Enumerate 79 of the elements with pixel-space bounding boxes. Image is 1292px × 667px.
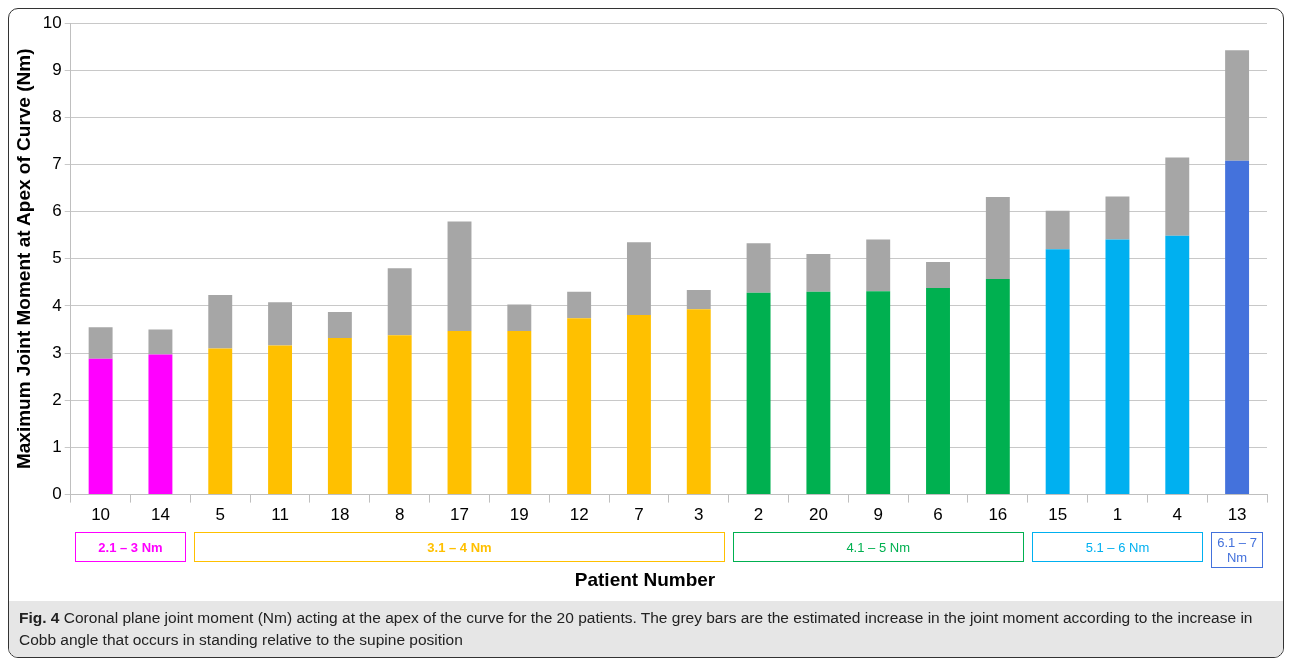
x-tick-label: 18 [330,505,350,525]
x-tick-label: 12 [569,505,589,525]
bar [387,335,412,495]
x-axis-title: Patient Number [573,569,717,591]
x-tick-label: 9 [873,505,883,525]
bar [208,295,233,349]
text: 6.1 – 7 Nm [1211,532,1263,568]
bar [88,358,113,495]
bar [327,338,352,495]
x-tick-label: 10 [91,505,111,525]
bar [507,330,532,495]
bar [1105,239,1130,495]
y-tick-label: 2 [52,389,62,409]
x-tick-label: 8 [394,505,405,525]
x-tick-label: 15 [1048,505,1068,525]
y-axis-title: Maximum Joint Moment at Apex of Curve (Nm) [12,48,34,470]
bar [746,243,771,293]
bar [985,197,1010,280]
bar [447,221,472,331]
x-tick-label: 20 [808,505,828,525]
text: 5.1 – 6 Nm [1031,532,1204,562]
bar [985,279,1010,495]
x-tick-label: 5 [215,505,225,525]
bar [1225,50,1250,161]
y-tick-label: 3 [52,342,62,362]
caption: Fig. 4 Coronal plane joint moment (Nm) acting at the apex of the curve for the 20 patients. The grey bars are the estimated increase in the joint moment according to the increase in Cobb angle that occurs in standing relative to the supine position [9,601,1283,657]
bar [746,292,771,495]
bar [507,304,532,331]
y-tick-label: 4 [52,295,62,315]
y-tick-label: 10 [42,12,62,32]
x-tick-label: 19 [509,505,529,525]
text: 3.1 – 4 Nm [194,532,725,562]
bar [1105,196,1130,240]
x-tick-label: 2 [753,505,764,525]
x-tick-label: 1 [1112,505,1123,525]
x-tick-label: 14 [150,505,170,525]
bar [1045,210,1070,250]
y-tick-label: 5 [52,248,62,268]
bar [866,291,891,495]
x-tick-label: 11 [271,505,289,525]
y-tick-label: 0 [52,484,62,504]
bar [1225,160,1250,495]
bar [1165,235,1190,495]
bar [327,312,352,339]
bar [686,289,711,310]
x-tick-label: 17 [450,505,469,525]
y-tick-label: 7 [52,154,62,174]
bar [926,288,950,495]
bar [208,348,233,495]
bar [148,354,173,495]
bar [806,291,831,495]
bar [806,254,831,292]
bar [567,291,592,319]
bar [387,268,412,336]
text: 2.1 – 3 Nm [74,532,187,562]
y-tick-label: 1 [52,437,62,457]
bar [866,239,891,292]
x-tick-label: 16 [988,505,1008,525]
bar [447,330,472,495]
text: 4.1 – 5 Nm [732,532,1024,562]
y-tick-label: 8 [52,107,62,127]
x-tick-label: 7 [634,505,644,525]
bar [268,345,293,495]
bar [686,309,711,495]
x-tick-label: 6 [933,505,943,525]
bar [1045,249,1070,495]
x-tick-label: 13 [1227,505,1247,525]
bar [1165,157,1190,236]
y-tick-label: 6 [52,201,62,221]
bar [626,242,651,315]
bar [626,314,651,495]
bar [926,262,950,289]
bar [567,318,592,495]
bar [88,327,113,359]
y-tick-label: 9 [52,59,62,79]
x-tick-label: 3 [694,505,704,525]
x-tick-label: 4 [1172,505,1183,525]
bar [268,302,293,346]
bar [148,329,173,355]
